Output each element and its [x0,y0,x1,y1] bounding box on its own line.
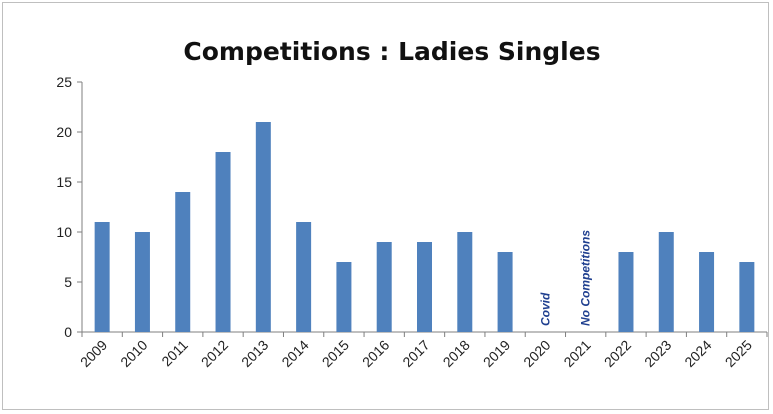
x-tick-label: 2015 [319,337,352,370]
annotations: Covid No Competitions [538,230,592,326]
x-tick-label: 2025 [722,337,755,370]
bar-2010 [134,232,150,332]
bar-2009 [94,222,110,332]
y-tick-label: 5 [64,274,72,290]
bar-2016 [376,242,392,332]
x-tick-label: 2023 [641,337,674,370]
chart-title: Competitions : Ladies Singles [183,37,600,66]
bar-2017 [417,242,432,332]
bar-2025 [739,262,755,332]
x-tick-label: 2018 [440,337,473,370]
x-tick-label: 2013 [238,337,271,370]
bars [94,122,755,332]
y-tick-label: 0 [64,324,72,340]
x-tick-label: 2009 [77,337,110,370]
y-tick-label: 10 [56,224,72,240]
x-tick-label: 2024 [681,337,714,370]
x-tick-label: 2022 [601,337,634,370]
x-tick-label: 2011 [158,337,191,370]
bar-2018 [457,232,473,332]
bar-2023 [658,232,674,332]
y-axis: 0 5 10 15 20 25 [56,74,83,340]
x-tick-label: 2010 [117,337,150,370]
bar-2012 [215,152,231,332]
bar-2011 [175,192,191,332]
x-axis: 2009 2010 2011 2012 2013 2014 2015 2016 2017 2018… [77,331,768,370]
x-tick-label: 2017 [399,337,432,370]
annotation-label: No Competitions [579,230,593,326]
x-tick-label: 2014 [278,337,311,370]
y-tick-label: 15 [56,174,72,190]
x-tick-label: 2016 [359,337,392,370]
x-tick-label: 2012 [198,337,231,370]
bar-2014 [296,222,312,332]
y-tick-label: 25 [56,74,72,90]
chart-frame: Competitions : Ladies Singles 0 5 10 15 20 25… [2,2,769,410]
bar-2024 [699,252,715,332]
x-tick-label: 2021 [560,337,593,370]
x-tick-label: 2020 [520,337,553,370]
bar-2019 [497,252,513,332]
y-tick-label: 20 [56,124,72,140]
bar-chart: Competitions : Ladies Singles 0510152025… [56,37,768,370]
bar-2015 [336,262,352,332]
annotation-label: Covid [538,292,552,326]
x-tick-label: 2019 [480,337,513,370]
bar-2013 [255,122,271,332]
bar-2022 [618,252,634,332]
